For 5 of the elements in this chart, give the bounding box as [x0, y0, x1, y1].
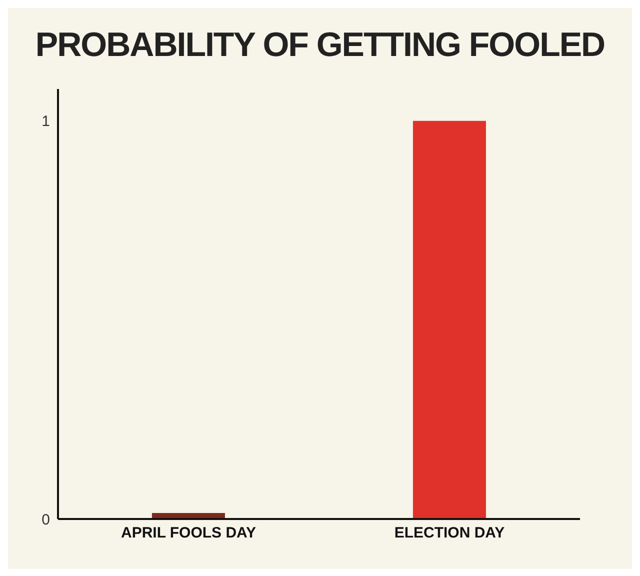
y-tick-label: 1	[42, 113, 50, 130]
x-tick-label: ELECTION DAY	[394, 524, 505, 542]
chart-title: PROBABILITY OF GETTING FOOLED	[34, 25, 606, 66]
y-tick-label: 0	[42, 511, 50, 528]
x-tick-label: APRIL FOOLS DAY	[120, 524, 256, 542]
